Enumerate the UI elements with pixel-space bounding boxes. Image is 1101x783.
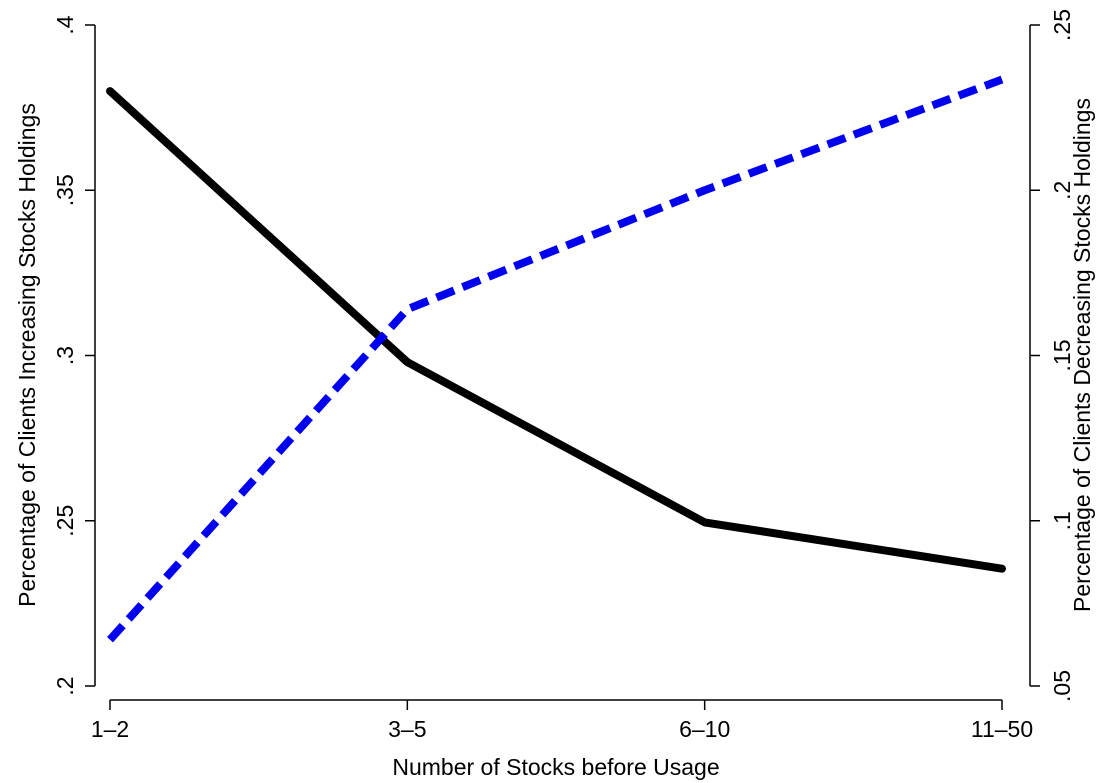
right-y-tick-label: .25 [1049, 9, 1075, 41]
x-tick-label: 6–10 [679, 716, 730, 742]
left-y-tick-label: .35 [52, 174, 78, 206]
x-tick-label: 11–50 [971, 716, 1033, 742]
x-tick-label: 3–5 [388, 716, 426, 742]
x-tick-label: 1–2 [91, 716, 129, 742]
right-y-axis: .05 .1 .15 .2 .25 [1029, 9, 1075, 702]
right-y-axis-title: Percentage of Clients Decreasing Stocks … [1069, 98, 1095, 612]
left-y-tick-label: .4 [52, 15, 78, 34]
left-y-axis: .2 .25 .3 .35 .4 [52, 15, 96, 696]
series-layer [106, 75, 1006, 643]
left-y-tick-label: .2 [52, 676, 78, 695]
x-axis-title: Number of Stocks before Usage [392, 754, 719, 780]
right-y-tick-label: .1 [1049, 511, 1075, 530]
left-y-axis-title: Percentage of Clients Increasing Stocks … [14, 103, 40, 607]
left-y-tick-label: .25 [52, 505, 78, 537]
series-line-decreasing [107, 75, 1004, 643]
right-y-tick-label: .15 [1049, 340, 1075, 372]
right-y-tick-label: .2 [1049, 181, 1075, 200]
series-line-increasing [106, 87, 1006, 573]
left-y-tick-label: .3 [52, 346, 78, 365]
right-y-tick-label: .05 [1049, 670, 1075, 702]
x-axis: 1–2 3–5 6–10 11–50 [91, 699, 1033, 742]
